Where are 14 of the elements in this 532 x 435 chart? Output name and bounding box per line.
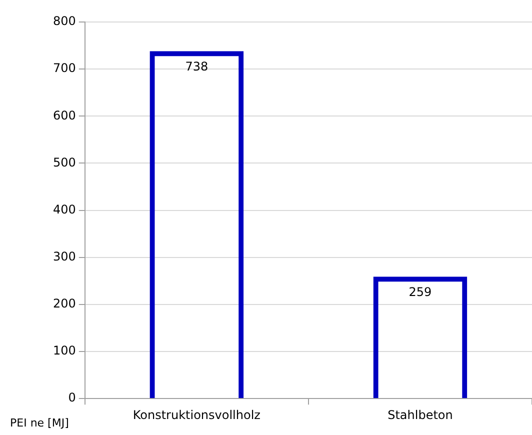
y-tick-label: 100 xyxy=(53,344,76,358)
y-axis-title: PEI ne [MJ] xyxy=(10,416,69,430)
y-tick-label: 400 xyxy=(53,202,76,216)
y-tick-label: 300 xyxy=(53,250,76,264)
data-label: 738 xyxy=(185,59,208,74)
data-label: 259 xyxy=(408,284,432,299)
x-tick-label: Konstruktionsvollholz xyxy=(132,408,260,422)
y-tick-label: 0 xyxy=(68,390,76,405)
y-tick-label: 500 xyxy=(53,155,76,170)
y-tick-label: 700 xyxy=(53,61,76,76)
y-tick-label: 800 xyxy=(53,14,76,28)
x-tick-label: Stahlbeton xyxy=(388,408,453,422)
y-tick-label: 600 xyxy=(53,108,76,122)
y-tick-label: 200 xyxy=(53,296,76,311)
